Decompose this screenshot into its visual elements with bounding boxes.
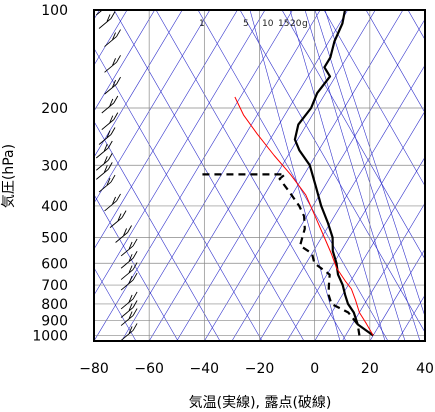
mixing-ratio-label: 5 <box>243 19 249 29</box>
x-tick-label: −60 <box>134 361 164 377</box>
mixing-ratio-line <box>289 10 386 341</box>
mixing-ratio-label: 15 <box>278 19 289 29</box>
adiabat-line <box>407 10 425 41</box>
adiabat-line <box>365 10 425 114</box>
y-tick-label: 200 <box>41 101 68 117</box>
wind-barb <box>95 162 113 180</box>
mixing-ratio-line <box>314 10 421 341</box>
adiabat-line <box>323 10 425 187</box>
adiabat-line <box>94 194 179 341</box>
wind-barb <box>120 300 138 318</box>
wind-barb <box>120 251 138 269</box>
isotherm-line <box>94 10 211 204</box>
wind-barb <box>120 323 138 341</box>
isotherm-line <box>148 10 349 341</box>
y-tick-label: 900 <box>41 314 68 330</box>
wind-barb <box>101 112 119 130</box>
isotherm-line <box>369 248 425 341</box>
y-tick-label: 1000 <box>32 328 68 344</box>
mixing-ratio-label: 1 <box>199 19 205 29</box>
wind-barb <box>101 95 119 114</box>
wind-barb <box>120 262 138 280</box>
x-tick-labels: −80 −60 −40 −20 0 20 40 <box>79 361 434 377</box>
mixing-ratio-label: 10 <box>262 19 274 29</box>
parcel-line <box>234 96 374 336</box>
y-tick-label: 400 <box>41 199 68 215</box>
wind-barb <box>98 127 116 145</box>
adiabat-line <box>94 120 221 341</box>
temperature-line <box>293 10 374 337</box>
wind-barb <box>95 10 103 16</box>
adiabat-line <box>94 47 263 341</box>
isotherm-line <box>94 10 183 158</box>
isotherm-line <box>259 64 425 341</box>
isotherm-line <box>314 156 425 341</box>
mixing-ratio-line <box>324 10 425 318</box>
isotherm-line <box>94 10 266 296</box>
wind-barb <box>120 308 138 326</box>
isotherm-line <box>397 294 425 341</box>
isotherm-line <box>204 10 404 341</box>
isotherm-line <box>341 202 425 341</box>
wind-barb <box>95 140 113 159</box>
wind-barb <box>104 76 121 95</box>
x-tick-label: 20 <box>361 361 379 377</box>
wind-barb <box>95 153 113 171</box>
wind-barb <box>98 174 116 193</box>
wind-barbs <box>95 10 138 341</box>
y-axis-label: 気圧(hPa) <box>1 144 17 208</box>
y-tick-label: 700 <box>41 278 68 294</box>
x-tick-label: 0 <box>310 361 319 377</box>
x-tick-label: −80 <box>79 361 109 377</box>
x-tick-label: −20 <box>245 361 275 377</box>
isotherm-line <box>231 18 425 341</box>
y-tick-label: 100 <box>41 3 68 19</box>
y-tick-label: 300 <box>41 158 68 174</box>
isotherm-line <box>424 340 425 341</box>
adiabat-line <box>94 267 137 341</box>
mixing-ratio-line <box>249 10 341 341</box>
grid <box>93 9 426 341</box>
wind-barb <box>104 29 121 47</box>
wind-barb <box>115 225 132 243</box>
y-tick-label: 600 <box>41 256 68 272</box>
isotherm-line <box>94 10 155 112</box>
mixing-ratio-label: 20 <box>290 19 302 29</box>
plot-frame <box>93 9 426 342</box>
y-tick-label: 800 <box>41 297 68 313</box>
mixing-ratio-line <box>304 10 406 341</box>
wind-barb <box>104 55 121 73</box>
isotherm-line <box>286 110 425 341</box>
x-tick-label: 40 <box>416 361 434 377</box>
profile-series <box>199 10 374 337</box>
x-axis-label: 気温(実線), 露点(破線) <box>189 395 332 411</box>
adiabat-line <box>197 10 389 341</box>
adiabat-line <box>239 10 425 333</box>
wind-barb <box>104 193 121 212</box>
mixing-ratio-labels: 1 5 10 15 20 g <box>199 19 308 29</box>
guide-lines <box>94 10 425 341</box>
wind-barb <box>120 238 138 257</box>
wind-barb <box>109 210 127 228</box>
dewpoint-line <box>199 173 361 336</box>
wind-barb <box>98 11 116 29</box>
wind-barb <box>120 291 138 310</box>
wind-barb <box>120 272 138 291</box>
y-tick-label: 500 <box>41 230 68 246</box>
mixing-ratio-label: g <box>302 19 308 29</box>
x-tick-label: −40 <box>190 361 220 377</box>
adiabat-line <box>281 10 425 260</box>
